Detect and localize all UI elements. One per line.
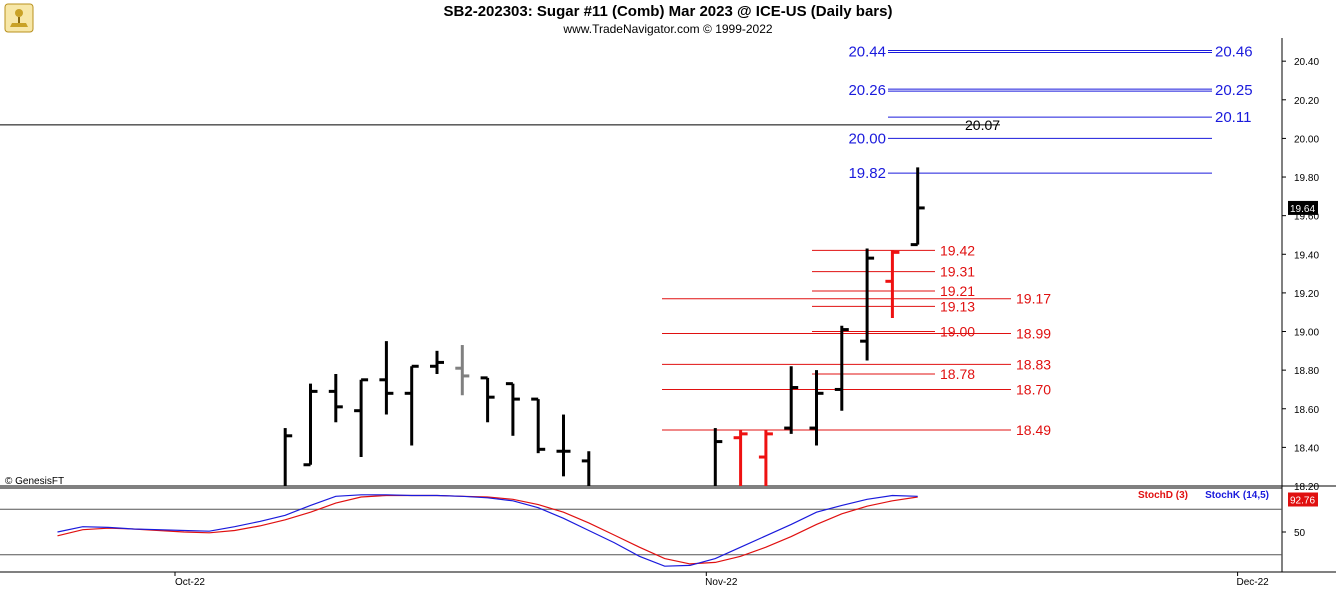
chart-subtitle: www.TradeNavigator.com © 1999-2022 xyxy=(563,22,773,36)
ohlc-bar xyxy=(379,341,394,415)
ohlc-bar xyxy=(430,350,444,374)
red-level-label: 18.78 xyxy=(940,366,975,382)
stoch-y-tick-label: 50 xyxy=(1294,528,1306,539)
red-level-label: 19.17 xyxy=(1016,291,1051,307)
last-price-tag xyxy=(1288,200,1318,215)
red-level-label: 19.21 xyxy=(940,283,975,299)
blue-level-label: 20.00 xyxy=(848,130,886,147)
stoch-last-tag xyxy=(1288,492,1318,507)
y-tick-label: 18.20 xyxy=(1294,482,1319,493)
ohlc-bar xyxy=(556,414,571,477)
y-tick-label: 19.20 xyxy=(1294,289,1319,300)
ohlc-bar xyxy=(834,325,849,411)
last-price-label: 19.64 xyxy=(1290,204,1315,215)
blue-level-label: 20.25 xyxy=(1215,82,1253,99)
ohlc-bar xyxy=(758,430,773,486)
y-tick-label: 18.60 xyxy=(1294,405,1319,416)
chart-title: SB2-202303: Sugar #11 (Comb) Mar 2023 @ … xyxy=(443,3,893,20)
y-tick-label: 19.40 xyxy=(1294,250,1319,261)
chart-header: SB2-202303: Sugar #11 (Comb) Mar 2023 @ … xyxy=(0,0,1336,38)
ohlc-bar xyxy=(283,428,293,486)
y-tick-label: 19.80 xyxy=(1294,173,1319,184)
ohlc-bar xyxy=(404,364,419,446)
ohlc-bar xyxy=(733,430,748,486)
y-tick-label: 20.20 xyxy=(1294,96,1319,107)
red-level-label: 18.99 xyxy=(1016,325,1051,341)
red-level-label: 18.83 xyxy=(1016,356,1051,372)
gold-cartouche-logo-icon xyxy=(4,3,34,33)
x-tick-label: Dec-22 xyxy=(1236,577,1269,588)
stoch-last-label: 92.76 xyxy=(1290,496,1315,507)
red-level-label: 18.49 xyxy=(1016,422,1051,438)
y-tick-label: 18.80 xyxy=(1294,366,1319,377)
red-level-label: 19.42 xyxy=(940,242,975,258)
ohlc-bar xyxy=(505,382,520,436)
stoch-k-legend: StochK (14,5) xyxy=(1205,490,1269,501)
x-tick-label: Nov-22 xyxy=(705,577,738,588)
red-level-label: 19.00 xyxy=(940,324,975,340)
blue-level-label: 19.82 xyxy=(848,165,886,182)
ohlc-bar xyxy=(809,370,824,446)
ohlc-bar xyxy=(581,451,591,486)
y-tick-label: 20.40 xyxy=(1294,57,1319,68)
stoch-series-line xyxy=(57,494,918,565)
ohlc-bar xyxy=(885,250,900,318)
black-level-label: 20.07 xyxy=(965,117,1000,133)
y-tick-label: 19.60 xyxy=(1294,212,1319,223)
ohlc-bar xyxy=(303,383,318,467)
stoch-series-line xyxy=(57,494,918,567)
genesis-watermark: © GenesisFT xyxy=(5,476,64,487)
blue-level-label: 20.26 xyxy=(848,82,886,99)
price-panel: 18.20 18.40 18.60 18.80 19.00 19.20 19.40 19.60… xyxy=(0,38,1336,573)
y-tick-label: 18.40 xyxy=(1294,443,1319,454)
stochastic-panel: 50 92.76 xyxy=(0,492,1318,567)
blue-level-label: 20.44 xyxy=(848,44,886,61)
x-tick-label: Oct-22 xyxy=(175,577,205,588)
red-level-label: 19.31 xyxy=(940,264,975,280)
ohlc-bar xyxy=(354,378,369,458)
ohlc-bar xyxy=(910,167,925,247)
red-level-label: 18.70 xyxy=(1016,381,1051,397)
ohlc-bar xyxy=(784,366,799,434)
ohlc-bar xyxy=(455,345,470,396)
y-tick-label: 20.00 xyxy=(1294,134,1319,145)
ohlc-bar xyxy=(328,374,343,423)
stoch-d-legend: StochD (3) xyxy=(1138,490,1188,501)
ohlc-bar xyxy=(713,428,723,486)
ohlc-bar xyxy=(531,397,546,454)
blue-level-label: 20.46 xyxy=(1215,44,1253,61)
ohlc-bar xyxy=(480,376,495,423)
red-level-label: 19.13 xyxy=(940,298,975,314)
y-tick-label: 19.00 xyxy=(1294,328,1319,339)
ohlc-bar xyxy=(860,248,875,361)
date-axis: Oct-22 Nov-22 Dec-22 xyxy=(174,572,1269,588)
blue-level-label: 20.11 xyxy=(1215,109,1251,126)
